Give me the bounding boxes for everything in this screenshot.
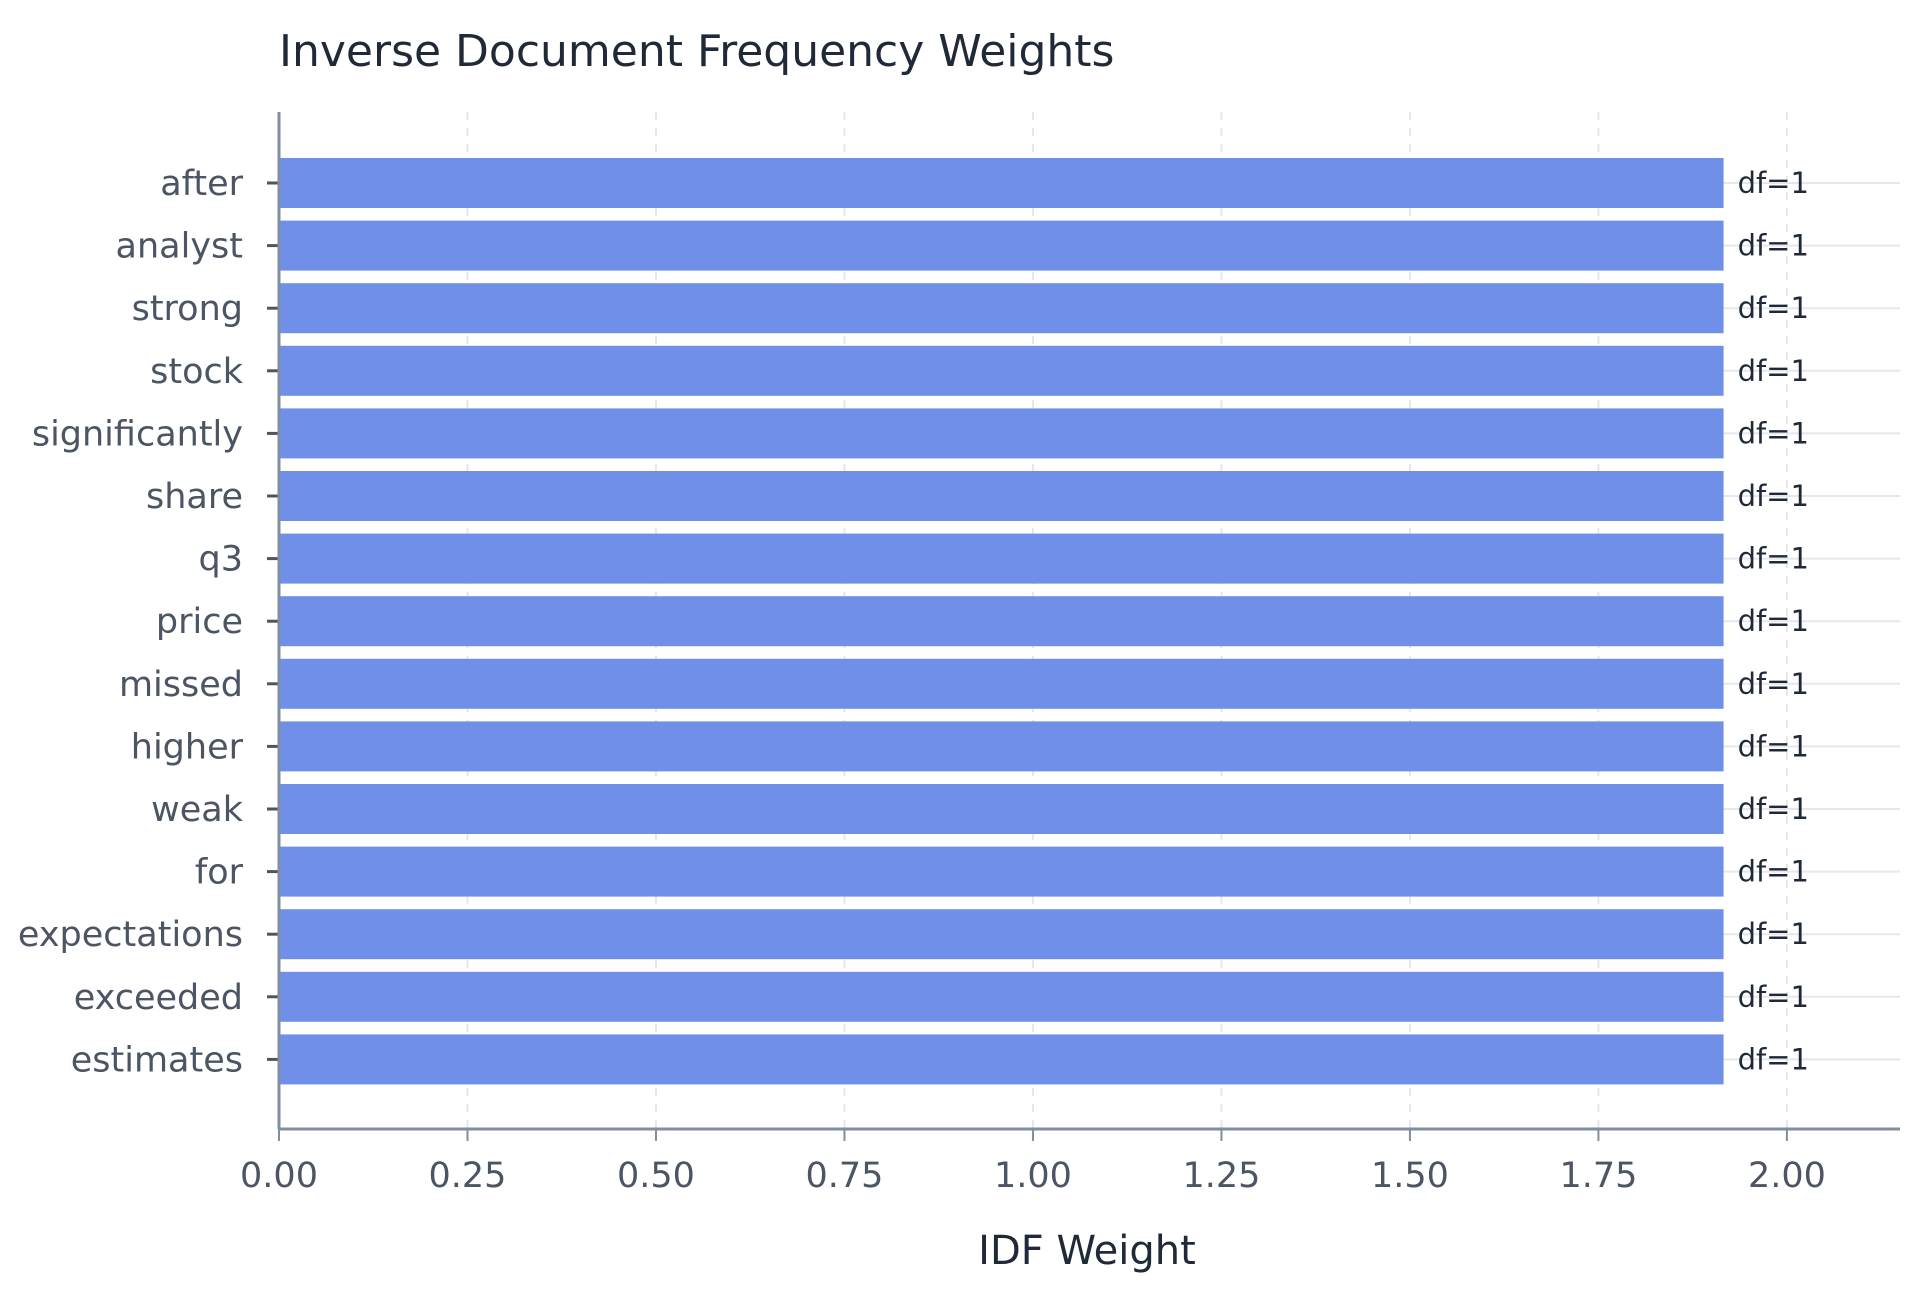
y-tick-label-q3: q3 [199,540,244,580]
bar-label-exceeded: df=1 [1738,980,1809,1014]
bar-strong [279,283,1724,334]
bar-label-after: df=1 [1738,166,1809,200]
bar-label-missed: df=1 [1738,667,1809,701]
bar-exceeded [279,971,1724,1022]
bar-q3 [279,533,1724,584]
y-tick-label-analyst: analyst [116,227,243,267]
bar-label-share: df=1 [1738,479,1809,513]
bar-higher [279,721,1724,772]
bar-analyst [279,220,1724,271]
bar-weak [279,784,1724,834]
bar-label-significantly: df=1 [1738,416,1809,450]
y-tick-label-higher: higher [131,727,244,767]
x-tick-label: 1.50 [1371,1156,1449,1196]
bar-label-stock: df=1 [1738,354,1809,388]
bar-label-q3: df=1 [1738,542,1809,576]
y-tick-label-strong: strong [132,289,243,329]
y-tick-label-significantly: significantly [32,414,243,454]
bar-label-analyst: df=1 [1738,229,1809,263]
y-tick-label-for: for [195,853,244,893]
bar-missed [279,658,1724,709]
bar-label-for: df=1 [1738,855,1809,889]
bar-estimates [279,1034,1724,1085]
bar-expectations [279,909,1724,960]
y-tick-label-missed: missed [119,665,243,705]
bar-price [279,596,1724,647]
x-tick-label: 0.75 [805,1156,883,1196]
bar-label-higher: df=1 [1738,729,1809,763]
y-tick-label-after: after [160,164,243,204]
bar-label-price: df=1 [1738,604,1809,638]
bar-label-estimates: df=1 [1738,1042,1809,1076]
x-tick-label: 1.75 [1559,1156,1637,1196]
labels-layer: df=1 df=1 df=1 df=1 df=1 df=1 df=1 df=1 df=1 df=1… [18,164,1826,1196]
bar-for [279,846,1724,897]
bar-after [279,158,1724,208]
y-tick-label-exceeded: exceeded [74,978,243,1018]
y-tick-label-price: price [156,602,243,642]
x-tick-label: 0.25 [429,1156,507,1196]
bar-significantly [279,408,1724,459]
axes-layer [267,112,1900,1141]
bar-label-strong: df=1 [1738,291,1809,325]
bars-layer [279,158,1724,1085]
x-tick-label: 1.25 [1182,1156,1260,1196]
bar-share [279,471,1724,521]
x-tick-label: 0.50 [617,1156,695,1196]
bar-stock [279,345,1724,396]
y-tick-label-stock: stock [150,352,244,392]
y-tick-label-share: share [146,477,243,517]
x-tick-label: 1.00 [994,1156,1072,1196]
y-tick-label-weak: weak [151,790,244,830]
x-tick-label: 0.00 [240,1156,318,1196]
x-tick-label: 2.00 [1748,1156,1826,1196]
x-axis-title: IDF Weight [978,1228,1196,1274]
y-tick-label-estimates: estimates [71,1040,243,1080]
bar-label-weak: df=1 [1738,792,1809,826]
chart-title: Inverse Document Frequency Weights [279,26,1114,77]
bar-label-expectations: df=1 [1738,917,1809,951]
y-tick-label-expectations: expectations [18,915,243,955]
